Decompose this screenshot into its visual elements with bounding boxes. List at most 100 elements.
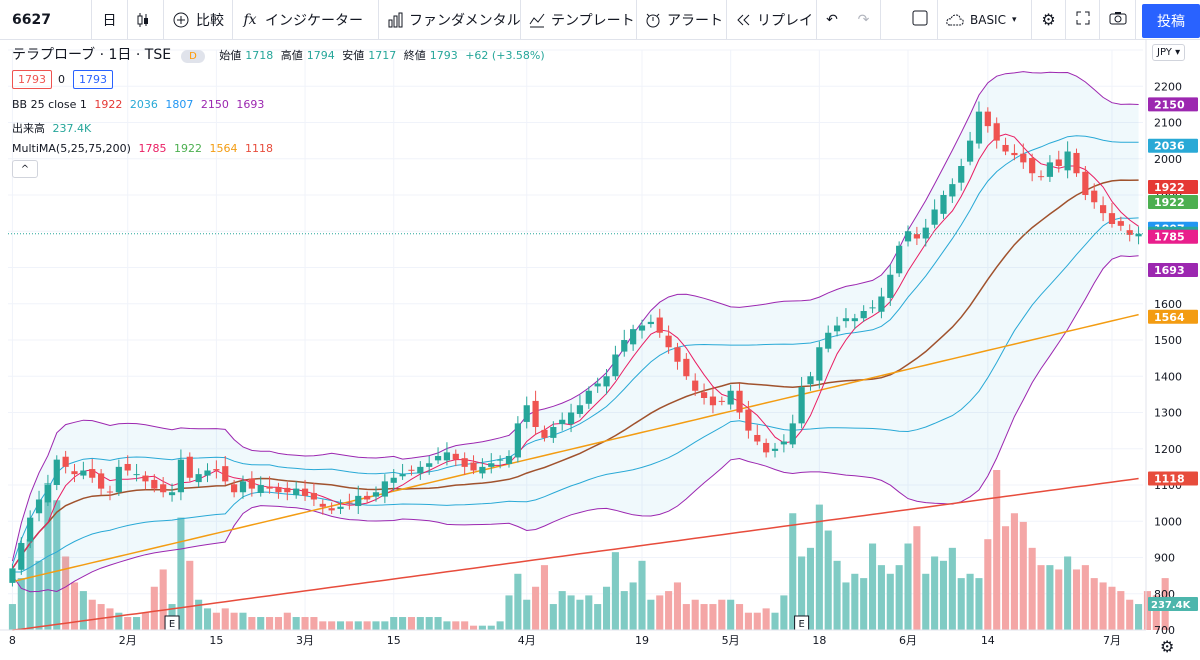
replay-button[interactable]: リプレイ [727, 0, 817, 40]
price-label-box [1148, 195, 1198, 210]
volume-bar [53, 500, 61, 630]
candle-body [505, 456, 513, 464]
candle-body [301, 488, 309, 496]
chart-style-button[interactable] [128, 0, 164, 40]
buy-price-box[interactable]: 1793 [73, 70, 113, 89]
candle-body [638, 325, 646, 331]
volume-bar [1099, 582, 1107, 630]
candle-body [18, 543, 25, 570]
volume-bar [1002, 526, 1010, 630]
expand-icon [1076, 11, 1090, 29]
volume-bar [425, 617, 433, 630]
collapse-legend-button[interactable]: ^ [12, 160, 38, 178]
alert-button[interactable]: アラート [637, 0, 727, 40]
volume-bar [283, 612, 291, 630]
volume-bar [576, 599, 584, 630]
candle-body [328, 508, 335, 511]
candle-body [160, 484, 167, 493]
multima-legend[interactable]: MultiMA(5,25,75,200) 1785 1922 1564 1118 [12, 142, 277, 155]
candle-body [346, 502, 353, 504]
candle-body [736, 390, 743, 413]
price-tick-label: 1200 [1154, 443, 1182, 456]
settings-button[interactable]: ⚙ [1032, 0, 1066, 40]
candle-body [195, 474, 202, 483]
volume-legend[interactable]: 出来高 237.4K [12, 120, 95, 136]
volume-bar [133, 617, 141, 630]
volume-bar [487, 625, 495, 630]
indicators-label: インジケーター [265, 12, 363, 29]
candle-body [1091, 190, 1098, 203]
candle-body [62, 456, 69, 467]
candle-body [1002, 144, 1009, 152]
currency-select[interactable]: JPY ▾ [1152, 44, 1186, 61]
redo-button[interactable]: ↷ [847, 0, 881, 40]
bb-legend[interactable]: BB 25 close 1 1922 2036 1807 2150 1693 [12, 98, 268, 111]
volume-bar [266, 617, 274, 630]
fullscreen-button[interactable] [1066, 0, 1100, 40]
time-tick-label: 5月 [722, 634, 740, 647]
volume-bar [1010, 513, 1018, 630]
bb-middle-line [11, 179, 1139, 569]
volume-bar [895, 565, 903, 630]
candle-body [612, 354, 619, 377]
candle-body [621, 340, 628, 352]
volume-bar [1152, 595, 1160, 630]
volume-bar [203, 608, 212, 630]
fundamentals-button[interactable]: ファンダメンタル [379, 0, 521, 40]
candle-body [355, 495, 362, 507]
volume-bar [452, 621, 460, 630]
price-tick-label: 900 [1154, 552, 1175, 565]
price-tick-label: 1300 [1154, 407, 1182, 420]
volume-bar [292, 617, 300, 630]
volume-bar [399, 617, 407, 630]
volume-bar [532, 586, 540, 630]
volume-bar [673, 582, 682, 630]
symbol-label: 6627 [12, 11, 51, 28]
alert-label: アラート [667, 12, 723, 29]
volume-bar [1117, 591, 1125, 630]
candle-body [904, 231, 912, 242]
candle-body [1046, 162, 1053, 177]
fundamentals-label: ファンダメンタル [409, 12, 521, 29]
undo-button[interactable]: ↶ [817, 0, 847, 40]
candle-body [1099, 205, 1107, 214]
volume-bar [638, 560, 646, 630]
price-tick-label: 1000 [1154, 515, 1182, 528]
interval-button[interactable]: 日 [92, 0, 128, 40]
earnings-marker: E [794, 615, 810, 631]
price-tick-label: 700 [1154, 624, 1175, 637]
volume-bar [212, 612, 220, 630]
volume-bar [1126, 599, 1134, 630]
volume-bar [558, 591, 566, 630]
price-tick-label: 2000 [1154, 153, 1182, 166]
compare-button[interactable]: 比較 [164, 0, 233, 40]
price-label-box [1148, 97, 1198, 112]
time-tick-label: 3月 [296, 634, 314, 647]
candle-body [452, 453, 459, 460]
volume-bar [806, 547, 815, 630]
volume-bar [8, 604, 16, 630]
price-chart[interactable]: EE70080090010001100120013001400150016001… [0, 40, 1200, 660]
indicators-button[interactable]: fx インジケーター [233, 0, 379, 40]
candle-body [692, 380, 699, 391]
snapshot-button[interactable] [1100, 0, 1136, 40]
volume-bar [1028, 547, 1036, 630]
scale-settings-icon[interactable]: ⚙ [1160, 637, 1175, 656]
volume-bar [611, 552, 619, 630]
templates-button[interactable]: テンプレート [521, 0, 637, 40]
fullscreen-layout-button[interactable] [902, 0, 938, 40]
volume-bar [79, 591, 87, 630]
volume-bar [319, 621, 327, 630]
volume-bar [115, 612, 123, 630]
volume-bar [904, 543, 912, 630]
chevron-down-icon: ▾ [1175, 47, 1181, 58]
ma-value: 1564 [209, 142, 238, 155]
candle-body [151, 479, 158, 489]
post-button[interactable]: 投稿 [1142, 4, 1200, 38]
sell-price-box[interactable]: 1793 [12, 70, 52, 89]
volume-bar [159, 569, 167, 630]
candle-body [718, 400, 725, 402]
templates-label: テンプレート [551, 12, 635, 29]
symbol-search[interactable]: 6627 [0, 0, 92, 40]
layout-save-button[interactable]: BASIC ▾ [938, 0, 1032, 40]
